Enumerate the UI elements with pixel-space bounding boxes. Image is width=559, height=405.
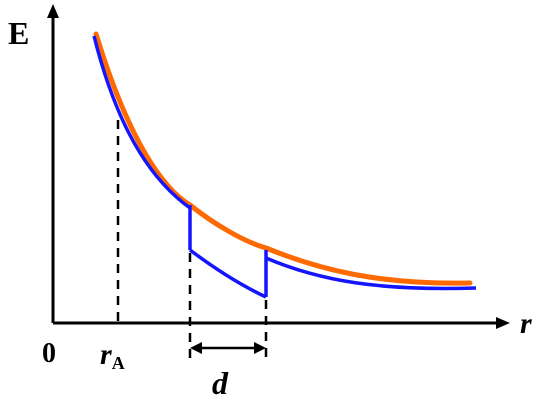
- origin-label: 0: [42, 338, 56, 369]
- outer-energy-curve: [93, 31, 473, 286]
- gap-label: d: [212, 365, 229, 401]
- y-axis-arrowhead: [47, 4, 59, 18]
- axes: [47, 4, 510, 329]
- r-a-main: r: [100, 338, 112, 371]
- x-axis-label: r: [520, 307, 532, 340]
- inner-curve-gap-segment: [188, 248, 267, 299]
- guide-lines: [116, 120, 268, 362]
- gap-arrow-left-head: [190, 342, 202, 354]
- r-a-label: rA: [100, 338, 125, 373]
- gap-dimension-arrow: [190, 342, 266, 354]
- gap-arrow-right-head: [254, 342, 266, 354]
- inner-curve-right-segment: [265, 256, 477, 291]
- r-a-subscript: A: [112, 353, 125, 373]
- y-axis-label: E: [8, 15, 29, 51]
- inner-curve-left-segment: [92, 35, 192, 210]
- inner-energy-curve: [92, 35, 477, 299]
- x-axis-arrowhead: [496, 317, 510, 329]
